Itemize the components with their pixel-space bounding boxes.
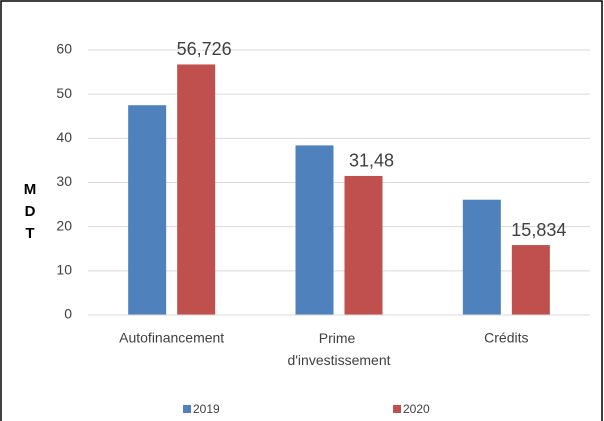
data-label: 56,726 (177, 39, 232, 59)
y-tick-label: 0 (64, 306, 72, 322)
data-label: 15,834 (511, 220, 566, 240)
x-tick-label: Autofinancement (119, 330, 224, 346)
x-tick-line: Prime (319, 330, 359, 346)
x-tick-line: d'investissement (287, 352, 390, 368)
legend-label: 2020 (403, 402, 430, 416)
y-tick-label: 60 (56, 41, 72, 57)
bar (295, 145, 334, 315)
bar (128, 105, 167, 315)
bar (511, 245, 550, 315)
y-tick-label: 30 (56, 173, 72, 189)
x-tick-label: Prime d'investissement (287, 330, 390, 368)
y-tick-label: 10 (56, 262, 72, 278)
y-tick-label: 20 (56, 217, 72, 233)
y-tick-label: 40 (56, 129, 72, 145)
y-tick-label: 50 (56, 85, 72, 101)
x-tick-label: Crédits (484, 330, 528, 346)
legend-swatch (183, 405, 191, 413)
y-label-letter: M (24, 181, 37, 198)
legend-label: 2019 (193, 402, 220, 416)
bar (462, 199, 501, 315)
bar (177, 64, 216, 315)
legend-swatch (393, 405, 401, 413)
bar (344, 175, 383, 315)
y-label-letter: T (25, 225, 34, 242)
data-label: 31,48 (349, 151, 394, 171)
y-label-letter: D (25, 203, 36, 220)
